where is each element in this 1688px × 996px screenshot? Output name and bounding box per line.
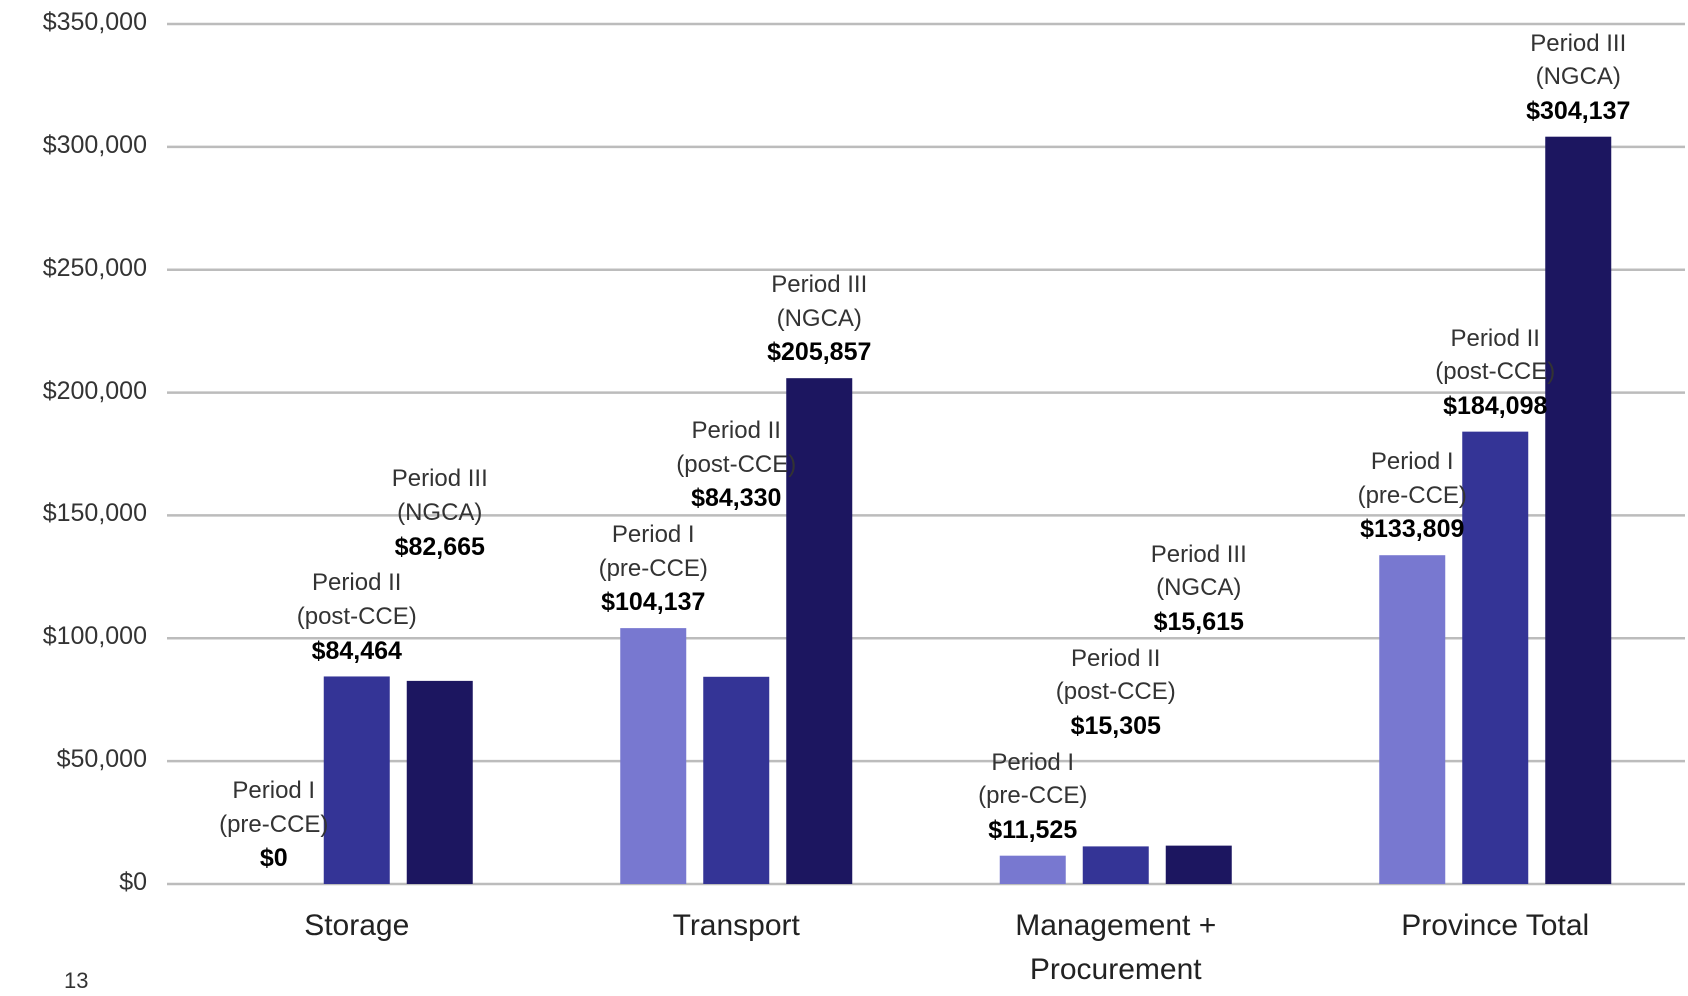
data-label-value: $104,137 xyxy=(601,588,706,617)
data-label-value: $15,305 xyxy=(1070,711,1161,740)
data-label-series: Period I (pre-CCE) xyxy=(219,777,329,838)
data-label: Period II (post-CCE) $84,330 xyxy=(666,414,806,516)
data-label-value: $304,137 xyxy=(1526,96,1631,125)
data-label: Period I (pre-CCE) $104,137 xyxy=(583,518,723,620)
data-label-series: Period III (NGCA) xyxy=(1530,29,1627,91)
data-label-value: $0 xyxy=(259,844,288,873)
bar xyxy=(1082,846,1149,884)
page-number: 13 xyxy=(64,968,89,993)
bar xyxy=(1462,431,1529,884)
y-tick-label: $350,000 xyxy=(42,8,147,36)
bar xyxy=(406,680,473,884)
data-label-value: $84,464 xyxy=(311,636,402,665)
y-tick-label: $100,000 xyxy=(42,622,147,651)
bar xyxy=(1545,136,1612,884)
data-label-value: $82,665 xyxy=(394,532,485,561)
data-label: Period II (post-CCE) $184,098 xyxy=(1425,322,1565,424)
data-label-series: Period II (post-CCE) xyxy=(1055,644,1176,706)
data-label-value: $205,857 xyxy=(767,338,872,367)
bar xyxy=(703,676,770,884)
data-label-series: Period III (NGCA) xyxy=(1150,540,1247,602)
data-label: Period II (post-CCE) $15,305 xyxy=(1046,642,1186,744)
data-label-series: Period I (pre-CCE) xyxy=(1357,448,1467,509)
bar xyxy=(1379,555,1446,884)
data-label-value: $15,615 xyxy=(1153,607,1244,636)
x-tick-label: Province Total xyxy=(1401,909,1590,942)
data-label: Period III (NGCA) $82,665 xyxy=(370,462,510,564)
data-label-value: $11,525 xyxy=(988,815,1078,844)
x-tick-label: Management + Procurement xyxy=(1015,909,1217,986)
bar xyxy=(620,628,687,884)
data-label-series: Period III (NGCA) xyxy=(771,271,868,332)
x-tick-label: Transport xyxy=(672,909,800,942)
data-label: Period I (pre-CCE) $11,525 xyxy=(963,746,1103,848)
data-label: Period III (NGCA) $15,615 xyxy=(1129,538,1269,640)
y-tick-label: $0 xyxy=(119,868,147,896)
y-tick-label: $250,000 xyxy=(42,253,147,282)
data-label: Period III (NGCA) $205,857 xyxy=(749,268,889,370)
y-tick-label: $300,000 xyxy=(42,130,147,159)
data-label-value: $84,330 xyxy=(691,484,782,513)
bar xyxy=(1165,845,1232,884)
data-label-series: Period II (post-CCE) xyxy=(676,417,797,478)
data-label-series: Period II (post-CCE) xyxy=(1435,324,1556,386)
data-label: Period II (post-CCE) $84,464 xyxy=(287,566,427,668)
data-label-series: Period II (post-CCE) xyxy=(296,569,417,631)
bar xyxy=(999,855,1066,884)
y-tick-label: $50,000 xyxy=(56,745,147,774)
data-label-series: Period III (NGCA) xyxy=(391,465,488,527)
data-label-value: $133,809 xyxy=(1360,515,1465,544)
data-label: Period III (NGCA) $304,137 xyxy=(1508,27,1648,129)
bar xyxy=(323,676,390,884)
bar xyxy=(786,378,853,884)
y-tick-label: $200,000 xyxy=(42,376,147,405)
x-tick-label: Storage xyxy=(304,909,410,942)
data-label-value: $184,098 xyxy=(1443,391,1548,420)
data-label: Period I (pre-CCE) $133,809 xyxy=(1342,445,1482,547)
data-label-series: Period I (pre-CCE) xyxy=(978,748,1088,810)
data-label: Period I (pre-CCE) $0 xyxy=(204,774,344,876)
y-tick-label: $150,000 xyxy=(42,499,147,528)
data-label-series: Period I (pre-CCE) xyxy=(598,521,708,582)
